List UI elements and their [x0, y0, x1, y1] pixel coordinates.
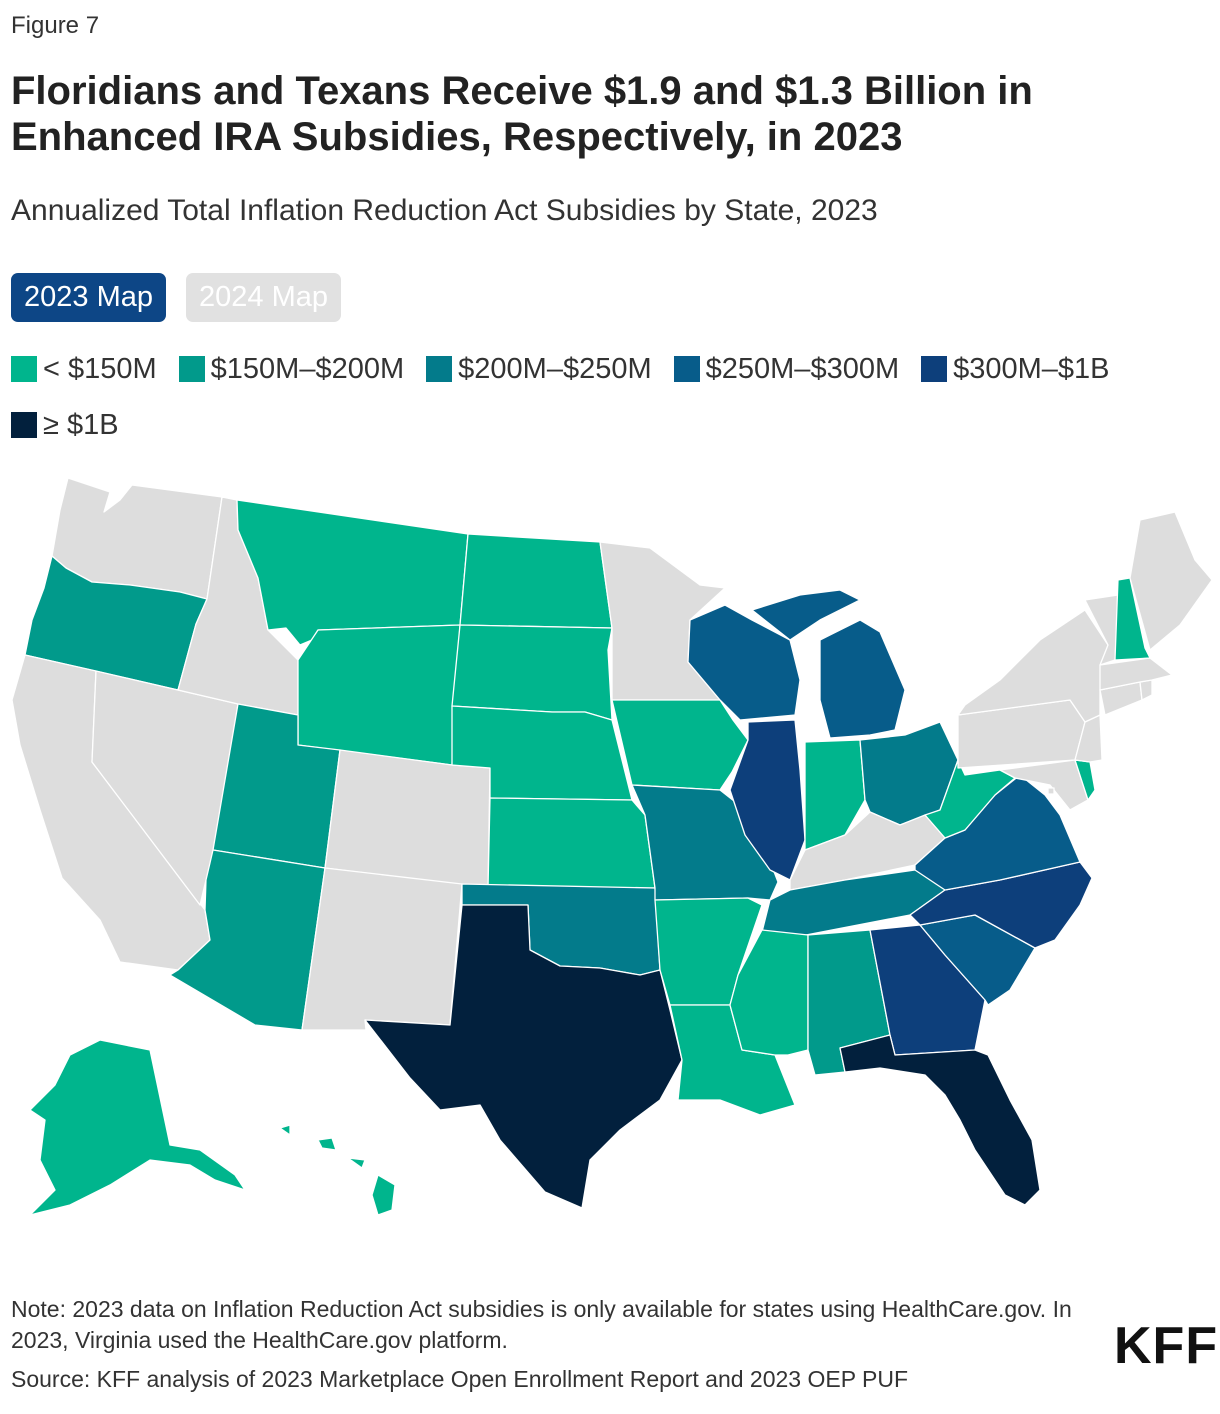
legend-label: $300M–$1B: [953, 352, 1110, 385]
legend-swatch: [921, 356, 948, 382]
legend-label: < $150M: [43, 352, 157, 385]
figure-label: Figure 7: [11, 12, 100, 39]
chart-title: Floridians and Texans Receive $1.9 and $…: [11, 69, 1033, 159]
toggle-2023-map[interactable]: 2023 Map: [11, 273, 166, 322]
state-DC[interactable]: [1047, 787, 1055, 795]
legend-item: < $150M: [11, 350, 157, 388]
legend-item: $250M–$300M: [673, 350, 900, 388]
state-WY[interactable]: [297, 624, 461, 766]
legend-label: ≥ $1B: [43, 408, 119, 441]
toggle-2024-map[interactable]: 2024 Map: [186, 273, 341, 322]
state-ME[interactable]: [1129, 511, 1213, 651]
kff-logo: KFF: [1114, 1317, 1219, 1375]
legend-item: $150M–$200M: [178, 350, 405, 388]
state-TX[interactable]: [364, 904, 683, 1209]
state-IL[interactable]: [729, 719, 806, 881]
state-IA[interactable]: [611, 699, 749, 791]
legend: < $150M $150M–$200M $200M–$250M $250M–$3…: [11, 350, 1211, 444]
state-WI[interactable]: [687, 604, 801, 721]
state-CO[interactable]: [324, 749, 491, 889]
state-FL[interactable]: [839, 1034, 1041, 1206]
state-NM[interactable]: [301, 867, 463, 1031]
state-RI[interactable]: [1139, 679, 1153, 701]
legend-label: $150M–$200M: [210, 352, 405, 385]
state-HI[interactable]: [279, 1124, 396, 1216]
us-map: [0, 450, 1220, 1250]
legend-item: $200M–$250M: [426, 350, 652, 388]
state-MI[interactable]: [751, 589, 906, 739]
legend-item: $300M–$1B: [921, 350, 1110, 388]
state-SD[interactable]: [451, 624, 613, 721]
state-VT[interactable]: [1084, 594, 1119, 666]
legend-label: $250M–$300M: [705, 352, 900, 385]
legend-swatch: [178, 356, 205, 382]
legend-item: ≥ $1B: [11, 406, 119, 444]
chart-subtitle: Annualized Total Inflation Reduction Act…: [11, 194, 878, 227]
source: Source: KFF analysis of 2023 Marketplace…: [11, 1366, 909, 1392]
state-ND[interactable]: [459, 533, 613, 629]
legend-label: $200M–$250M: [458, 352, 652, 385]
legend-swatch: [11, 412, 37, 438]
map-toggle-group: 2023 Map 2024 Map: [11, 273, 341, 322]
notes: Note: 2023 data on Inflation Reduction A…: [11, 1296, 1072, 1353]
state-KS[interactable]: [487, 797, 656, 889]
state-NH[interactable]: [1114, 577, 1151, 661]
legend-swatch: [673, 356, 700, 382]
state-AK[interactable]: [29, 1039, 246, 1216]
legend-swatch: [426, 356, 453, 382]
state-MT[interactable]: [236, 499, 469, 646]
state-NY[interactable]: [957, 609, 1109, 723]
legend-swatch: [11, 356, 37, 382]
